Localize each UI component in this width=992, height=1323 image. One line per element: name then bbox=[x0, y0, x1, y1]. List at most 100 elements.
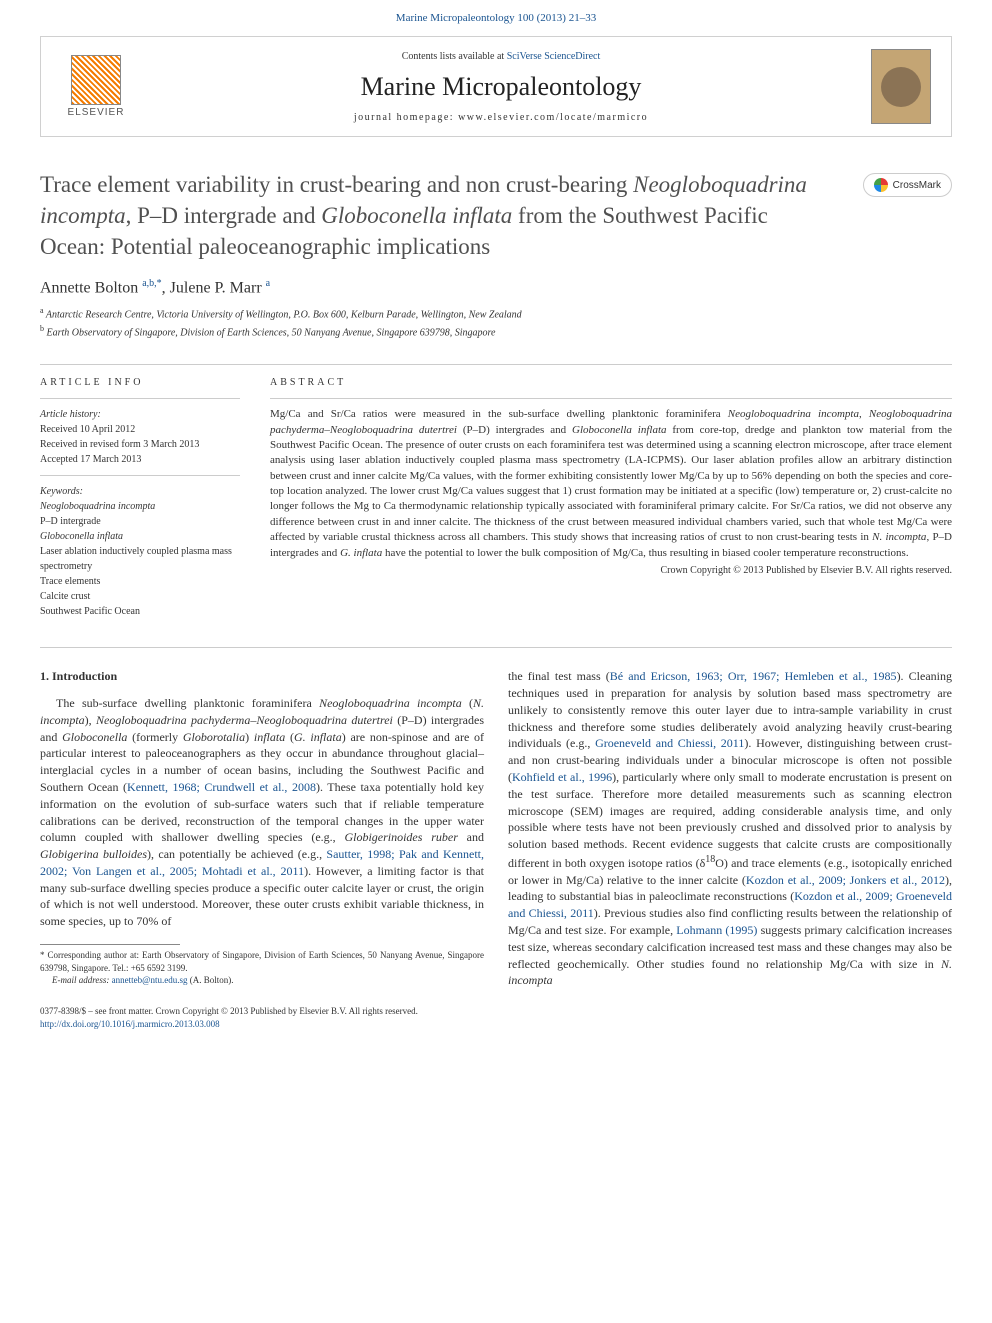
title-species: Globoconella inflata bbox=[321, 203, 512, 228]
crossmark-badge[interactable]: CrossMark bbox=[863, 173, 952, 197]
article-info-col: ARTICLE INFO Article history: Received 1… bbox=[40, 377, 240, 619]
text-part: ( bbox=[285, 730, 294, 744]
journal-cover-icon bbox=[881, 67, 921, 107]
affiliation-b: b Earth Observatory of Singapore, Divisi… bbox=[40, 323, 952, 340]
author-affil-sup[interactable]: a bbox=[266, 278, 270, 289]
accepted-date: Accepted 17 March 2013 bbox=[40, 452, 240, 467]
authors-line: Annette Bolton a,b,*, Julene P. Marr a bbox=[40, 278, 952, 297]
keyword: Neogloboquadrina incompta bbox=[40, 499, 240, 514]
citation-link[interactable]: Kohfield et al., 1996 bbox=[512, 770, 612, 784]
text-part: The sub-surface dwelling planktonic fora… bbox=[56, 696, 319, 710]
abstract-copyright: Crown Copyright © 2013 Published by Else… bbox=[270, 565, 952, 576]
citation-link[interactable]: Groeneveld and Chiessi, 2011 bbox=[595, 736, 744, 750]
article-history: Article history: Received 10 April 2012 … bbox=[40, 407, 240, 467]
keyword: P–D intergrade bbox=[40, 514, 240, 529]
abstract-species: G. inflata bbox=[340, 547, 382, 559]
text-part: ), bbox=[85, 713, 96, 727]
affil-text: Earth Observatory of Singapore, Division… bbox=[44, 327, 495, 338]
abstract-part: (P–D) intergrades and bbox=[457, 424, 572, 436]
journal-title: Marine Micropaleontology bbox=[131, 72, 871, 102]
abstract-part: Mg/Ca and Sr/Ca ratios were measured in … bbox=[270, 408, 728, 420]
banner-center: Contents lists available at SciVerse Sci… bbox=[131, 51, 871, 123]
text-part: (formerly bbox=[127, 730, 182, 744]
abstract-text: Mg/Ca and Sr/Ca ratios were measured in … bbox=[270, 407, 952, 561]
article-header: CrossMark Trace element variability in c… bbox=[0, 153, 992, 348]
intro-paragraph: The sub-surface dwelling planktonic fora… bbox=[40, 695, 484, 930]
citation-link[interactable]: Bé and Ericson, 1963; Orr, 1967; Hemlebe… bbox=[610, 669, 897, 683]
text-part: ) bbox=[245, 730, 254, 744]
abstract-part: from core-top, dredge and plankton tow m… bbox=[270, 424, 952, 544]
intro-paragraph-cont: the final test mass (Bé and Ericson, 196… bbox=[508, 668, 952, 989]
elsevier-tree-icon bbox=[71, 55, 121, 105]
keyword: Calcite crust bbox=[40, 589, 240, 604]
abstract-part: have the potential to lower the bulk com… bbox=[382, 547, 908, 559]
title-part: , P–D intergrade and bbox=[126, 203, 322, 228]
journal-banner: ELSEVIER Contents lists available at Sci… bbox=[40, 36, 952, 137]
species-name: Neogloboquadrina pachyderma–Neogloboquad… bbox=[96, 713, 393, 727]
contents-lists-line: Contents lists available at SciVerse Sci… bbox=[131, 51, 871, 62]
text-part: ( bbox=[462, 696, 473, 710]
isotope-sup: 18 bbox=[705, 854, 715, 865]
species-name: Globigerina bulloides bbox=[40, 847, 147, 861]
keyword: Laser ablation inductively coupled plasm… bbox=[40, 544, 240, 574]
footnote-divider bbox=[40, 944, 180, 945]
email-suffix: (A. Bolton). bbox=[187, 975, 233, 985]
crossmark-label: CrossMark bbox=[893, 180, 941, 191]
abstract-species: Neogloboquadrina incompta bbox=[728, 408, 859, 420]
right-column: the final test mass (Bé and Ericson, 196… bbox=[508, 668, 952, 989]
elsevier-logo[interactable]: ELSEVIER bbox=[61, 52, 131, 122]
species-name: G. inflata bbox=[294, 730, 342, 744]
abstract-species: N. incompta bbox=[872, 531, 926, 543]
info-divider bbox=[40, 398, 240, 399]
intro-heading: 1. Introduction bbox=[40, 668, 484, 685]
corresponding-author-footnote: * Corresponding author at: Earth Observa… bbox=[40, 949, 484, 974]
page-footer: 0377-8398/$ – see front matter. Crown Co… bbox=[0, 1001, 992, 1050]
revised-date: Received in revised form 3 March 2013 bbox=[40, 437, 240, 452]
species-name: Globigerinoides ruber bbox=[344, 830, 457, 844]
received-date: Received 10 April 2012 bbox=[40, 422, 240, 437]
history-heading: Article history: bbox=[40, 407, 240, 422]
author-name[interactable]: Julene P. Marr bbox=[170, 279, 266, 296]
email-label: E-mail address: bbox=[52, 975, 112, 985]
body-columns: 1. Introduction The sub-surface dwelling… bbox=[0, 648, 992, 1001]
text-part: ), particularly where only small to mode… bbox=[508, 770, 952, 870]
abstract-col: ABSTRACT Mg/Ca and Sr/Ca ratios were mea… bbox=[270, 377, 952, 619]
sciverse-link[interactable]: SciVerse ScienceDirect bbox=[507, 51, 601, 62]
citation-link[interactable]: Lohmann (1995) bbox=[676, 923, 757, 937]
info-divider bbox=[270, 398, 952, 399]
homepage-url[interactable]: www.elsevier.com/locate/marmicro bbox=[458, 112, 648, 123]
author-name[interactable]: Annette Bolton bbox=[40, 279, 142, 296]
text-part: ), can potentially be achieved (e.g., bbox=[147, 847, 326, 861]
citation-link[interactable]: Kozdon et al., 2009; Jonkers et al., 201… bbox=[746, 873, 945, 887]
email-footnote: E-mail address: annetteb@ntu.edu.sg (A. … bbox=[40, 974, 484, 987]
affiliations: a Antarctic Research Centre, Victoria Un… bbox=[40, 305, 952, 340]
keywords-heading: Keywords: bbox=[40, 484, 240, 499]
footer-copyright: 0377-8398/$ – see front matter. Crown Co… bbox=[40, 1005, 952, 1018]
journal-homepage-line: journal homepage: www.elsevier.com/locat… bbox=[131, 112, 871, 123]
contents-prefix: Contents lists available at bbox=[402, 51, 507, 62]
footnote-text: Corresponding author at: Earth Observato… bbox=[40, 950, 484, 973]
keywords-block: Keywords: Neogloboquadrina incompta P–D … bbox=[40, 484, 240, 619]
keyword: Globoconella inflata bbox=[40, 529, 240, 544]
species-name: Globoconella bbox=[62, 730, 127, 744]
keyword: Trace elements bbox=[40, 574, 240, 589]
author-sep: , bbox=[162, 279, 170, 296]
doi-link[interactable]: http://dx.doi.org/10.1016/j.marmicro.201… bbox=[40, 1019, 220, 1029]
journal-citation-link[interactable]: Marine Micropaleontology 100 (2013) 21–3… bbox=[0, 0, 992, 28]
email-link[interactable]: annetteb@ntu.edu.sg bbox=[112, 975, 188, 985]
affiliation-a: a Antarctic Research Centre, Victoria Un… bbox=[40, 305, 952, 322]
article-title: Trace element variability in crust-beari… bbox=[40, 169, 952, 262]
author-affil-sup[interactable]: a,b, bbox=[142, 278, 156, 289]
keyword: Southwest Pacific Ocean bbox=[40, 604, 240, 619]
text-part: the final test mass ( bbox=[508, 669, 610, 683]
homepage-prefix: journal homepage: bbox=[354, 112, 458, 123]
affil-text: Antarctic Research Centre, Victoria Univ… bbox=[44, 310, 522, 321]
species-name: Neogloboquadrina incompta bbox=[319, 696, 462, 710]
citation-link[interactable]: Kennett, 1968; Crundwell et al., 2008 bbox=[127, 780, 316, 794]
journal-cover-thumbnail[interactable] bbox=[871, 49, 931, 124]
abstract-label: ABSTRACT bbox=[270, 377, 952, 388]
article-info-label: ARTICLE INFO bbox=[40, 377, 240, 388]
abstract-species: Globoconella inflata bbox=[572, 424, 667, 436]
crossmark-icon bbox=[874, 178, 888, 192]
left-column: 1. Introduction The sub-surface dwelling… bbox=[40, 668, 484, 989]
